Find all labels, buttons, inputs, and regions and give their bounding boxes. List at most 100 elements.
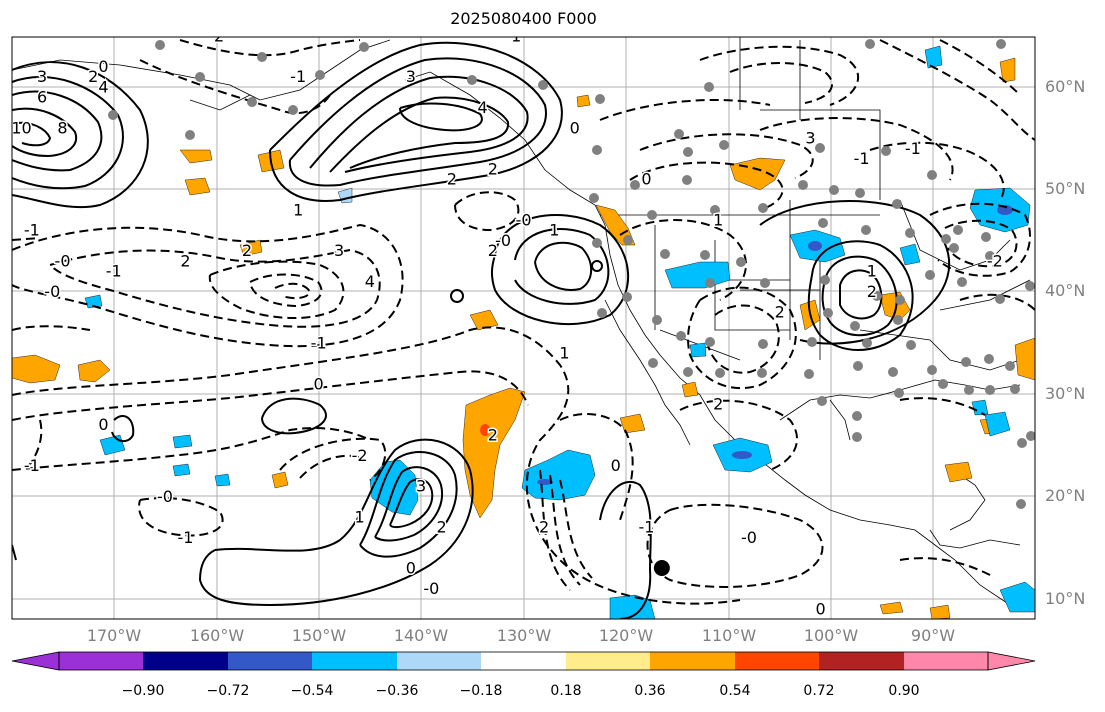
contour-label: -1 <box>290 67 306 86</box>
contour-label: 2 <box>539 518 549 537</box>
lat-label-40n: 40°N <box>1045 281 1086 300</box>
contour-label: 2 <box>436 518 446 537</box>
contour-label: 2 <box>488 159 498 178</box>
lat-label-50n: 50°N <box>1045 179 1086 198</box>
contour-label: -0 <box>516 211 532 230</box>
contour-label: -1 <box>106 262 122 281</box>
contour-label: 8 <box>57 118 67 137</box>
contour-label: -2 <box>208 26 224 45</box>
contour-label: 10 <box>11 118 31 137</box>
contour-label: 3 <box>416 477 426 496</box>
contour-label: 0 <box>98 415 108 434</box>
lon-label-150w: 150°W <box>291 626 347 645</box>
contour-label: 0 <box>641 170 651 189</box>
contour-label: 1 <box>293 200 303 219</box>
contour-label: 2 <box>180 251 190 270</box>
contour-label: -1 <box>639 518 655 537</box>
colorbar-segment <box>59 652 143 670</box>
contour-label: 2 <box>88 67 98 86</box>
contour-label: 1 <box>559 344 569 363</box>
colorbar-segment <box>228 652 312 670</box>
contour-label: -2 <box>987 251 1003 270</box>
lon-label-170w: 170°W <box>86 626 142 645</box>
contour-label: 2 <box>488 425 498 444</box>
colorbar-segment <box>143 652 228 670</box>
contour-label: 3 <box>334 241 344 260</box>
contour-label: -0 <box>55 251 71 270</box>
graticule <box>12 37 1035 619</box>
colorbar-tick: 0.54 <box>719 683 751 699</box>
lat-label-60n: 60°N <box>1045 77 1086 96</box>
contour-label: 0 <box>98 57 108 76</box>
colorbar-tick: −0.90 <box>121 683 165 699</box>
lon-label-130w: 130°W <box>496 626 552 645</box>
colorbar-tick: 0.90 <box>888 683 920 699</box>
negative-shading <box>84 45 1035 619</box>
contour-label: 4 <box>98 77 108 96</box>
contour-label: 4 <box>477 98 487 117</box>
lat-label-10n: 10°N <box>1045 589 1086 608</box>
contour-label: -1 <box>311 333 327 352</box>
contour-label: 6 <box>37 88 47 107</box>
contour-label: 3 <box>805 129 815 148</box>
contour-label: 2 <box>488 241 498 260</box>
contour-label: 0 <box>570 118 580 137</box>
contour-label: -0 <box>44 282 60 301</box>
map-title: 2025080400 F000 <box>450 9 597 28</box>
contour-label: 0 <box>314 374 324 393</box>
positive-contours <box>12 41 951 619</box>
colorbar <box>11 651 1036 671</box>
contour-label: 1 <box>355 507 365 526</box>
contour-label: 1 <box>867 262 877 281</box>
contour-label: -2 <box>352 446 368 465</box>
colorbar-tick: −0.18 <box>459 683 503 699</box>
colorbar-tick: −0.36 <box>375 683 419 699</box>
location-marker <box>653 559 670 576</box>
contour-label: -1 <box>854 149 870 168</box>
negative-contours <box>12 39 1035 605</box>
contour-label: 1 <box>549 221 559 240</box>
colorbar-segment <box>312 652 397 670</box>
lon-label-100w: 100°W <box>803 626 859 645</box>
contour-label: -1 <box>177 528 193 547</box>
contour-label: 0 <box>611 456 621 475</box>
colorbar-segment <box>819 652 904 670</box>
colorbar-tick: 0.18 <box>550 683 582 699</box>
contour-label: -0 <box>495 231 511 250</box>
colorbar-segment <box>481 652 566 670</box>
contour-label: -1 <box>905 139 921 158</box>
lat-label-20n: 20°N <box>1045 486 1086 505</box>
contour-label: -0 <box>423 579 439 598</box>
contour-label: -0 <box>741 528 757 547</box>
colorbar-tick: 0.72 <box>803 683 835 699</box>
colorbar-segment <box>904 652 988 670</box>
contour-label: -1 <box>24 456 40 475</box>
contour-label: -1 <box>505 26 521 45</box>
contour-label: 2 <box>867 282 877 301</box>
contour-label: -0 <box>157 487 173 506</box>
contour-label: -1 <box>24 221 40 240</box>
lon-label-140w: 140°W <box>393 626 449 645</box>
contour-label: 2 <box>447 170 457 189</box>
colorbar-segment <box>566 652 650 670</box>
lon-label-160w: 160°W <box>189 626 245 645</box>
colorbar-tick: 0.36 <box>634 683 666 699</box>
lat-label-30n: 30°N <box>1045 384 1086 403</box>
contour-label: 3 <box>406 67 416 86</box>
contour-label: 0 <box>406 558 416 577</box>
station-dots <box>108 39 1035 509</box>
lon-label-110w: 110°W <box>701 626 757 645</box>
contour-label: 2 <box>713 395 723 414</box>
contour-label: 3 <box>37 67 47 86</box>
colorbar-segment <box>650 652 735 670</box>
contour-label: 4 <box>365 272 375 291</box>
contour-label: 0 <box>816 599 826 618</box>
contour-label: 1 <box>713 211 723 230</box>
colorbar-tick: −0.72 <box>206 683 250 699</box>
contour-label: 2 <box>775 303 785 322</box>
lon-label-120w: 120°W <box>598 626 654 645</box>
colorbar-segment <box>397 652 481 670</box>
contour-label: 2 <box>242 241 252 260</box>
